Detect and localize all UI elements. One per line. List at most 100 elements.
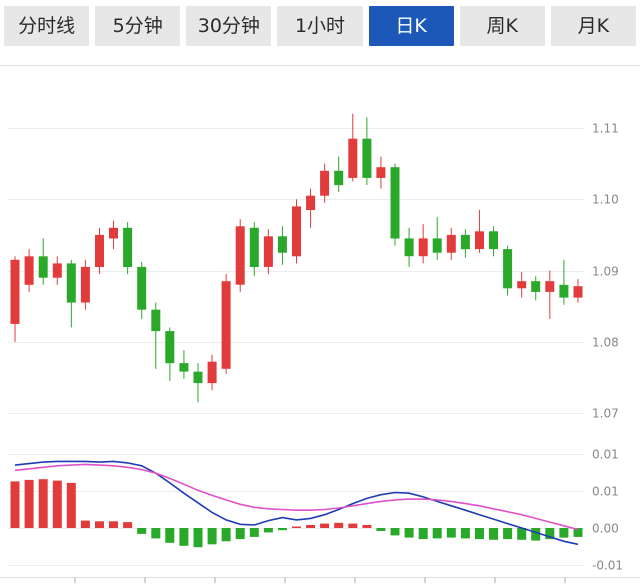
tab-5min[interactable]: 5分钟 bbox=[95, 6, 181, 46]
macd-bar bbox=[193, 528, 203, 548]
macd-bar bbox=[277, 528, 287, 531]
macd-bar bbox=[475, 528, 484, 540]
axis-label: 1.11 bbox=[592, 122, 619, 136]
candle-body bbox=[531, 281, 541, 292]
dif-line bbox=[14, 460, 579, 546]
candle-body bbox=[292, 206, 301, 257]
candle-body bbox=[475, 231, 484, 250]
candle-body bbox=[517, 281, 527, 289]
candle-body bbox=[66, 263, 76, 303]
candle-body bbox=[545, 281, 555, 292]
candle-body bbox=[123, 227, 133, 267]
macd-bar bbox=[573, 528, 583, 537]
macd-bar bbox=[109, 521, 118, 528]
candle-body bbox=[80, 266, 90, 303]
timeframe-tabbar: 分时线 5分钟 30分钟 1小时 日K 周K 月K bbox=[4, 6, 636, 46]
tab-month-k[interactable]: 月K bbox=[550, 6, 636, 46]
macd-bar bbox=[165, 528, 175, 543]
macd-bar bbox=[432, 528, 442, 539]
candle-body bbox=[559, 284, 569, 298]
candle-body bbox=[38, 256, 48, 278]
macd-bar bbox=[348, 523, 358, 528]
macd-axis-labels: 0.01 0.01 0.00 -0.01 bbox=[592, 448, 623, 573]
macd-bar bbox=[489, 528, 498, 540]
macd-bar bbox=[334, 522, 344, 528]
candle-body bbox=[320, 170, 330, 196]
candle-body bbox=[573, 286, 583, 298]
candle-body bbox=[503, 249, 513, 289]
macd-bar bbox=[460, 528, 470, 539]
candle-body bbox=[306, 195, 316, 210]
macd-bar bbox=[66, 482, 76, 528]
macd-bar bbox=[95, 521, 104, 528]
candle-body bbox=[221, 281, 231, 369]
candlestick-series bbox=[10, 113, 583, 403]
candle-body bbox=[404, 238, 414, 257]
macd-bar bbox=[151, 528, 161, 539]
candle-body bbox=[418, 238, 428, 257]
candle-body bbox=[235, 226, 245, 285]
candle-body bbox=[10, 259, 20, 324]
macd-bar bbox=[545, 528, 555, 540]
macd-bar bbox=[52, 480, 62, 528]
macd-bar bbox=[263, 528, 273, 533]
tab-30min[interactable]: 30分钟 bbox=[186, 6, 272, 46]
macd-bar bbox=[446, 528, 456, 538]
candle-body bbox=[460, 234, 470, 250]
candle-body bbox=[348, 138, 358, 178]
macd-bar bbox=[404, 528, 414, 538]
tab-day-k[interactable]: 日K bbox=[368, 6, 454, 46]
axis-label: 1.08 bbox=[592, 336, 619, 350]
candle-body bbox=[277, 236, 287, 253]
macd-bar bbox=[80, 520, 90, 528]
macd-bar bbox=[559, 528, 569, 538]
candle-body bbox=[193, 371, 203, 384]
candle-body bbox=[151, 309, 161, 332]
macd-bar bbox=[207, 528, 217, 545]
candle-body bbox=[446, 234, 456, 253]
candle-body bbox=[489, 231, 498, 250]
candle-body bbox=[24, 256, 34, 285]
macd-bar bbox=[390, 528, 400, 536]
candle-body bbox=[376, 167, 386, 178]
macd-histogram bbox=[10, 479, 583, 548]
macd-bar bbox=[38, 479, 48, 528]
macd-bar bbox=[123, 522, 133, 528]
macd-bar bbox=[531, 528, 541, 541]
macd-bar bbox=[503, 528, 513, 540]
candle-body bbox=[165, 331, 175, 364]
macd-gridlines bbox=[8, 454, 585, 566]
tab-time-share[interactable]: 分时线 bbox=[4, 6, 90, 46]
candle-body bbox=[362, 138, 372, 178]
candle-body bbox=[95, 234, 104, 267]
axis-label: -0.01 bbox=[592, 559, 623, 573]
tab-1hour[interactable]: 1小时 bbox=[277, 6, 363, 46]
candle-body bbox=[207, 361, 217, 384]
macd-bar bbox=[137, 528, 147, 534]
macd-bar bbox=[249, 528, 259, 537]
macd-bar bbox=[292, 526, 301, 528]
axis-label: 0.00 bbox=[592, 522, 619, 536]
dea-line bbox=[14, 463, 579, 531]
candle-body bbox=[334, 170, 344, 186]
candle-body bbox=[137, 266, 147, 310]
macd-bar bbox=[418, 528, 428, 540]
price-axis-labels: 1.11 1.10 1.09 1.08 1.07 bbox=[592, 122, 619, 421]
candle-body bbox=[390, 167, 400, 239]
candle-body bbox=[263, 236, 273, 267]
axis-label: 1.07 bbox=[592, 407, 619, 421]
axis-label: 1.09 bbox=[592, 265, 619, 279]
candle-body bbox=[249, 227, 259, 267]
candle-body bbox=[432, 238, 442, 253]
axis-label: 0.01 bbox=[592, 485, 619, 499]
macd-bar bbox=[221, 528, 231, 542]
candle-body bbox=[179, 363, 189, 372]
axis-label: 0.01 bbox=[592, 448, 619, 462]
axis-label: 1.10 bbox=[592, 193, 619, 207]
candle-body bbox=[52, 263, 62, 278]
macd-bar bbox=[376, 528, 386, 531]
macd-bar bbox=[306, 525, 316, 528]
tab-week-k[interactable]: 周K bbox=[459, 6, 545, 46]
